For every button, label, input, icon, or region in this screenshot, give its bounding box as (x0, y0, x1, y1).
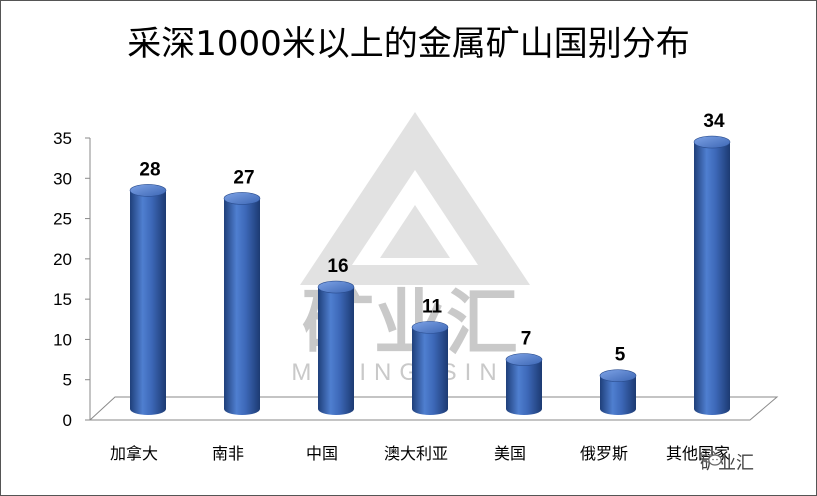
y-tick-label: 10 (53, 330, 72, 349)
category-label: 俄罗斯 (580, 444, 628, 463)
bar-cap (693, 135, 731, 149)
bar (411, 321, 449, 415)
y-tick-label: 0 (63, 411, 72, 430)
bar (599, 369, 637, 415)
data-label: 27 (233, 167, 254, 188)
brand-mark: 矿业汇 (700, 449, 754, 475)
bar-cap (411, 321, 449, 334)
y-tick-label: 35 (53, 129, 72, 148)
chart-title: 采深1000米以上的金属矿山国别分布 (127, 24, 690, 64)
bar (223, 192, 261, 415)
category-label: 中国 (306, 444, 338, 463)
bar-cap (505, 353, 543, 366)
bar-cap (599, 369, 637, 383)
bar-body (600, 375, 636, 415)
wechat-icon (700, 449, 722, 466)
bar-body (412, 327, 448, 415)
bar-body (694, 142, 730, 416)
bar-body (506, 359, 542, 415)
bar-cap (223, 192, 261, 205)
bar (505, 353, 543, 415)
bar-cap (317, 280, 355, 294)
data-label: 7 (521, 329, 532, 350)
bar-body (224, 198, 260, 415)
bar (317, 280, 355, 415)
data-label: 5 (615, 345, 626, 366)
y-tick-label: 20 (53, 250, 72, 269)
data-label: 11 (422, 296, 443, 317)
bar-body (318, 287, 354, 415)
category-label: 南非 (212, 444, 244, 463)
bar-cap (129, 184, 167, 197)
bars (129, 135, 731, 416)
y-tick-label: 5 (63, 371, 72, 390)
bar (129, 184, 167, 415)
y-ticks: 0 5 10 15 20 25 30 35 (53, 129, 90, 430)
y-tick-label: 15 (53, 290, 72, 309)
category-label: 加拿大 (110, 444, 158, 463)
data-label: 16 (327, 256, 348, 277)
data-labels: 28 27 16 11 7 5 34 (139, 111, 725, 366)
y-tick-label: 25 (53, 210, 72, 229)
category-labels: 加拿大 南非 中国 澳大利亚 美国 俄罗斯 其他国家 (110, 444, 730, 463)
data-label: 34 (703, 111, 725, 132)
category-label: 澳大利亚 (384, 444, 448, 463)
bar (693, 135, 731, 416)
data-label: 28 (139, 159, 160, 180)
bar-body (130, 190, 166, 415)
category-label: 美国 (494, 444, 526, 463)
y-tick-label: 30 (53, 169, 72, 188)
